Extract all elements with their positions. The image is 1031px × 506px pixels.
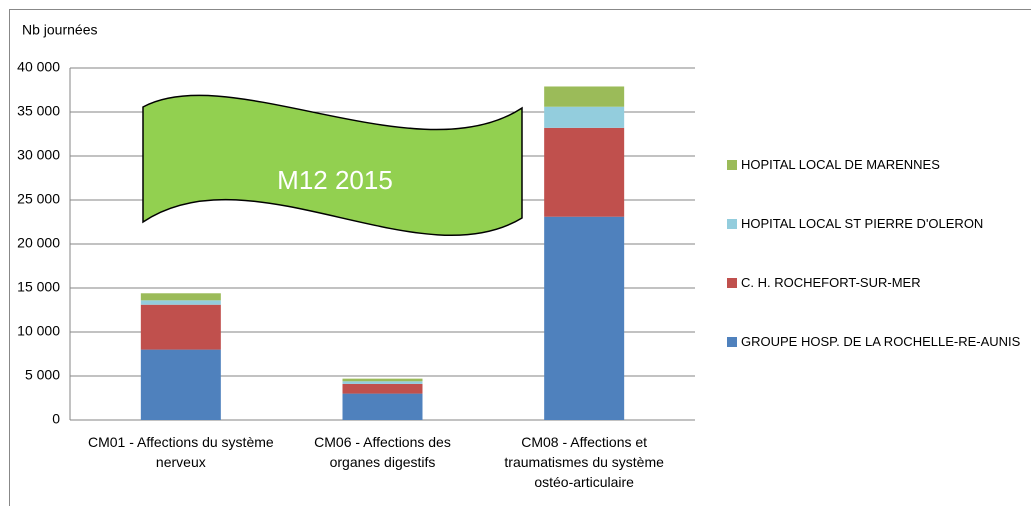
legend-swatch	[727, 160, 737, 170]
bar-segment	[342, 383, 423, 394]
y-tick-label: 30 000	[17, 147, 60, 163]
x-tick-label: CM01 - Affections du système nerveux	[87, 434, 274, 470]
legend-label: HOPITAL LOCAL ST PIERRE D'OLERON	[741, 216, 984, 231]
bar-segment	[544, 106, 625, 128]
x-tick-label: CM06 - Affections des organes digestifs	[314, 434, 451, 470]
y-tick-label: 10 000	[17, 323, 60, 339]
bar-segment	[140, 349, 221, 420]
bar-segment	[140, 304, 221, 350]
legend-label: HOPITAL LOCAL DE MARENNES	[741, 157, 940, 172]
y-tick-label: 35 000	[17, 103, 60, 119]
bar-segment	[342, 381, 423, 384]
bar-segment	[544, 86, 625, 107]
legend-label: GROUPE HOSP. DE LA ROCHELLE-RE-AUNIS	[741, 334, 1021, 349]
y-tick-label: 0	[52, 411, 60, 427]
bar-segment	[342, 378, 423, 382]
legend-swatch	[727, 219, 737, 229]
x-tick-label: CM08 - Affections et traumatismes du sys…	[504, 434, 664, 490]
bar-segment	[544, 127, 625, 217]
chart-border	[9, 9, 1031, 506]
legend-swatch	[727, 278, 737, 288]
y-tick-label: 40 000	[17, 59, 60, 75]
y-tick-label: 15 000	[17, 279, 60, 295]
bar-segment	[140, 293, 221, 301]
y-axis-label: Nb journées	[22, 22, 98, 38]
bar-segment	[544, 216, 625, 420]
legend-label: C. H. ROCHEFORT-SUR-MER	[741, 275, 921, 290]
legend-swatch	[727, 337, 737, 347]
annotation: M12 2015	[277, 165, 393, 195]
bar-segment	[342, 393, 423, 420]
bar-segment	[140, 300, 221, 305]
y-tick-label: 5 000	[25, 367, 60, 383]
y-tick-label: 20 000	[17, 235, 60, 251]
y-tick-label: 25 000	[17, 191, 60, 207]
banner	[142, 94, 523, 236]
